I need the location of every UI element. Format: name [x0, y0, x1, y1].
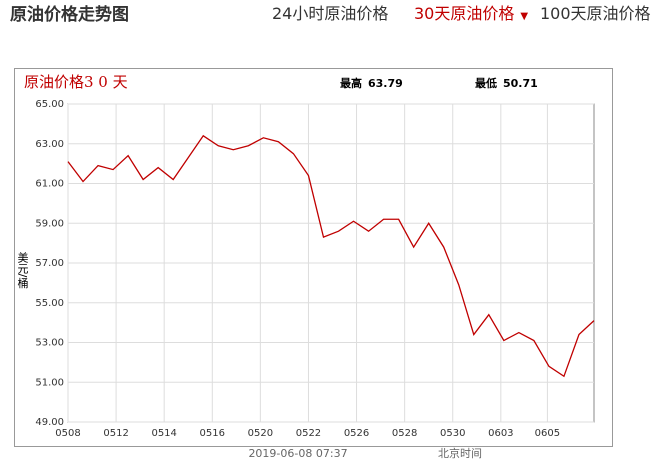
y-tick-label: 55.00	[35, 298, 64, 309]
x-tick-label: 0516	[200, 428, 225, 439]
x-tick-label: 0603	[488, 428, 513, 439]
high-value: 63.79	[368, 77, 403, 90]
y-tick-label: 65.00	[35, 99, 64, 110]
x-tick-label: 0514	[151, 428, 176, 439]
y-tick-label: 63.00	[35, 139, 64, 150]
x-tick-label: 0530	[440, 428, 465, 439]
x-tick-label: 0528	[392, 428, 417, 439]
x-tick-label: 0605	[535, 428, 560, 439]
tab[interactable]: 24小时原油价格	[272, 4, 389, 23]
tab-active[interactable]: 30天原油价格 ▼	[414, 0, 528, 24]
x-tick-label: 0526	[344, 428, 369, 439]
x-tick-label: 0512	[103, 428, 128, 439]
y-tick-label: 49.00	[35, 417, 64, 428]
y-tick-label: 59.00	[35, 218, 64, 229]
dropdown-arrow: ▼	[520, 11, 529, 22]
tab[interactable]: 100天原油价格	[540, 4, 651, 23]
tab-label: 30天原油价格	[414, 4, 515, 23]
x-tick-label: 0508	[55, 428, 80, 439]
chart-title: 原油价格3 0 天	[24, 73, 128, 91]
high-label: 最高	[340, 76, 362, 90]
y-tick-label: 61.00	[35, 179, 64, 190]
footer-time: 2019-06-08 07:37	[248, 447, 347, 460]
y-tick-label: 51.00	[35, 377, 64, 388]
y-axis-label: 美元/桶	[16, 251, 29, 289]
x-tick-label: 0520	[248, 428, 273, 439]
page-title: 原油价格走势图	[10, 5, 129, 25]
footer-zone: 北京时间	[438, 446, 482, 460]
y-tick-label: 53.00	[35, 338, 64, 349]
chart-frame	[14, 68, 613, 447]
y-tick-label: 57.00	[35, 258, 64, 269]
price-line	[67, 134, 595, 378]
low-label: 最低	[475, 76, 497, 90]
x-tick-label: 0522	[296, 428, 321, 439]
low-value: 50.71	[503, 77, 538, 90]
